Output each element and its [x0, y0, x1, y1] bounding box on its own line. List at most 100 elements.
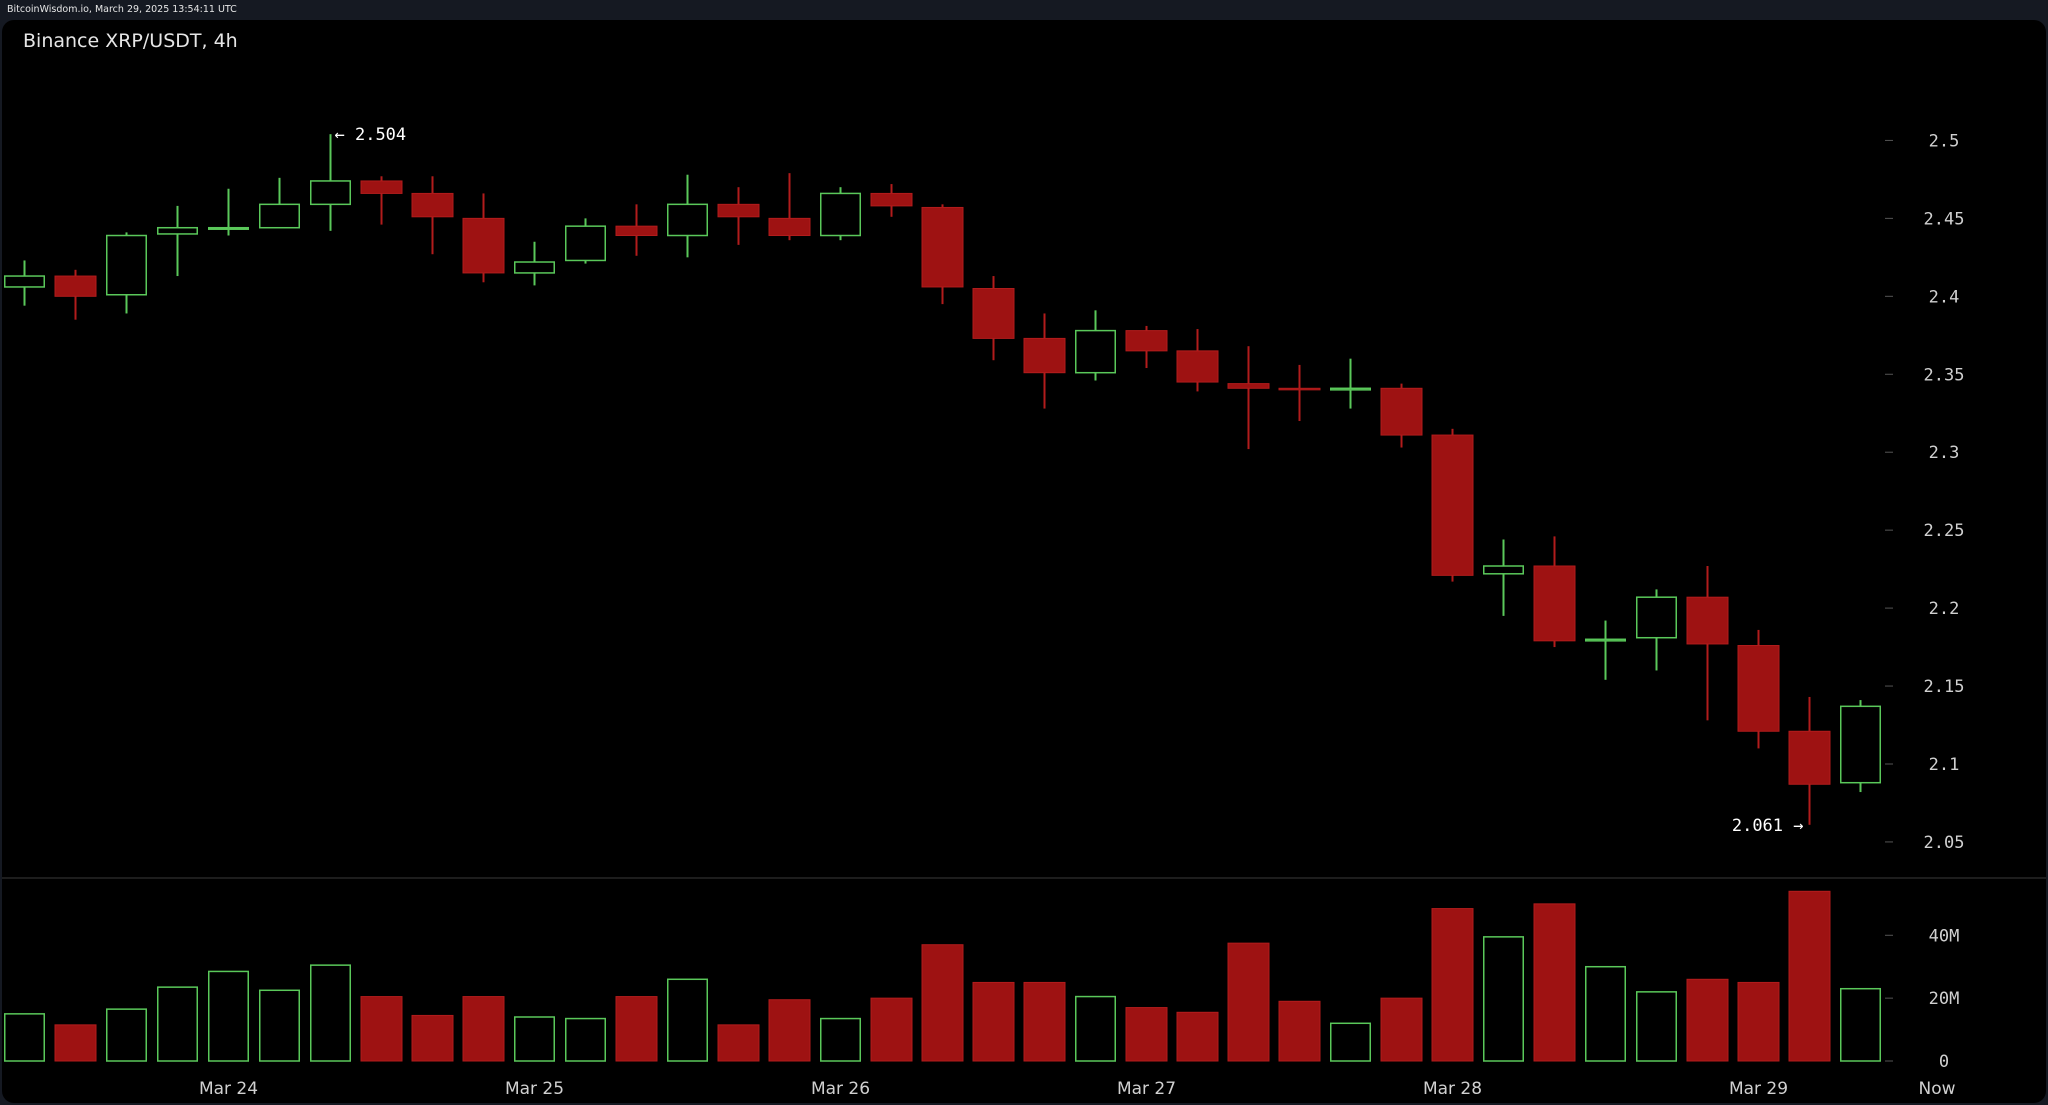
time-axis: Mar 24 Mar 25 Mar 26 Mar 27 Mar 28 Mar 29 Now: [199, 1079, 1956, 1099]
candle-down: [1227, 346, 1270, 450]
volume-bar-up: [1330, 1022, 1371, 1062]
chart-panel: [2, 20, 2046, 1103]
candle-down: [717, 187, 760, 245]
candle-body: [1330, 387, 1371, 391]
candle-up: [514, 241, 555, 286]
volume-bar-down: [768, 999, 811, 1062]
volume-bar-up: [1840, 987, 1881, 1062]
candle-down: [1533, 536, 1576, 648]
price-tick-label: 2.1: [1929, 755, 1960, 775]
price-tick-label: 2.5: [1929, 131, 1960, 151]
candle-body: [106, 234, 147, 296]
price-tick-label: 2.4: [1929, 287, 1960, 307]
price-annotations: ← 2.504 2.061 →: [335, 125, 1804, 836]
candle-down: [972, 276, 1015, 361]
time-tick-label: Mar 26: [811, 1079, 870, 1099]
candle-up: [1585, 620, 1626, 680]
candle-up: [106, 232, 147, 314]
candle-down: [1023, 313, 1066, 409]
candle-down: [1737, 629, 1780, 749]
candle-body: [310, 180, 351, 206]
volume-bar-up: [259, 989, 300, 1062]
price-tick-label: 2.05: [1924, 833, 1965, 853]
high-annotation: ← 2.504: [335, 125, 407, 145]
candle-up: [667, 174, 708, 258]
candle-body: [1585, 638, 1626, 642]
candle-up: [1330, 358, 1371, 409]
candle-up: [565, 218, 606, 264]
volume-bar-up: [514, 1016, 555, 1062]
candle-down: [1125, 325, 1168, 369]
candle-up: [4, 260, 45, 306]
candle-down: [1380, 383, 1423, 448]
time-tick-label: Mar 27: [1117, 1079, 1176, 1099]
volume-bar-down: [1278, 1000, 1321, 1062]
candle-down: [1176, 329, 1219, 392]
candle-body: [411, 192, 454, 218]
source-timestamp: BitcoinWisdom.io, March 29, 2025 13:54:1…: [7, 4, 237, 15]
volume-axis: 0 20M 40M: [1885, 926, 1959, 1072]
candle-body: [1023, 337, 1066, 374]
candle-down: [462, 193, 505, 283]
candle-body: [1737, 645, 1780, 732]
candle-down: [1686, 566, 1729, 721]
candle-body: [820, 192, 861, 237]
candle-body: [54, 275, 97, 297]
candle-body: [615, 225, 658, 237]
candle-down: [360, 176, 403, 225]
candle-body: [1227, 383, 1270, 389]
price-tick-label: 2.15: [1924, 677, 1965, 697]
candle-body: [360, 180, 403, 194]
volume-bar-down: [1380, 997, 1423, 1062]
volume-bar-down: [1227, 942, 1270, 1062]
volume-bar-down: [1533, 903, 1576, 1062]
candle-up: [310, 134, 351, 231]
volume-bar-down: [1023, 981, 1066, 1062]
volume-bar-down: [972, 981, 1015, 1062]
candle-up: [157, 205, 198, 277]
candle-down: [1278, 364, 1321, 422]
candle-down: [870, 184, 913, 217]
candle-body: [1788, 730, 1831, 785]
candle-down: [615, 204, 658, 256]
candle-body: [1431, 434, 1474, 576]
volume-bar-down: [717, 1024, 760, 1062]
candle-body: [1533, 565, 1576, 642]
candle-body: [1278, 387, 1321, 391]
volume-bar-up: [106, 1008, 147, 1062]
time-tick-label: Mar 24: [199, 1079, 258, 1099]
volume-bar-down: [411, 1014, 454, 1062]
time-tick-label: Mar 28: [1423, 1079, 1482, 1099]
volume-series: [4, 890, 1881, 1062]
volume-bar-up: [1075, 995, 1116, 1062]
chart-title: Binance XRP/USDT, 4h: [23, 30, 238, 52]
time-tick-label: Now: [1918, 1079, 1955, 1099]
candle-down: [54, 269, 97, 320]
candle-body: [768, 217, 811, 237]
candlestick-series: [4, 134, 1881, 825]
candle-body: [921, 206, 964, 288]
candle-down: [921, 204, 964, 305]
volume-bar-up: [1483, 936, 1524, 1062]
candle-body: [259, 203, 300, 229]
candle-body: [870, 192, 913, 207]
candle-up: [1636, 589, 1677, 671]
candle-body: [667, 203, 708, 237]
candle-body: [514, 261, 555, 274]
candle-body: [1840, 705, 1881, 784]
candle-body: [1636, 596, 1677, 639]
volume-bar-down: [1176, 1011, 1219, 1062]
volume-tick-label: 40M: [1929, 926, 1960, 946]
candle-body: [462, 217, 505, 274]
candle-up: [208, 188, 249, 236]
price-axis: 2.05 2.1 2.15 2.2 2.25 2.3 2.35 2.4 2.45 2.5: [1885, 131, 1964, 853]
candle-down: [1431, 428, 1474, 582]
volume-bar-up: [565, 1017, 606, 1062]
volume-tick-label: 20M: [1929, 989, 1960, 1009]
candle-up: [1075, 310, 1116, 381]
low-annotation: 2.061 →: [1732, 816, 1804, 836]
candle-body: [208, 226, 249, 230]
candle-body: [1483, 565, 1524, 575]
volume-bar-down: [1686, 978, 1729, 1062]
